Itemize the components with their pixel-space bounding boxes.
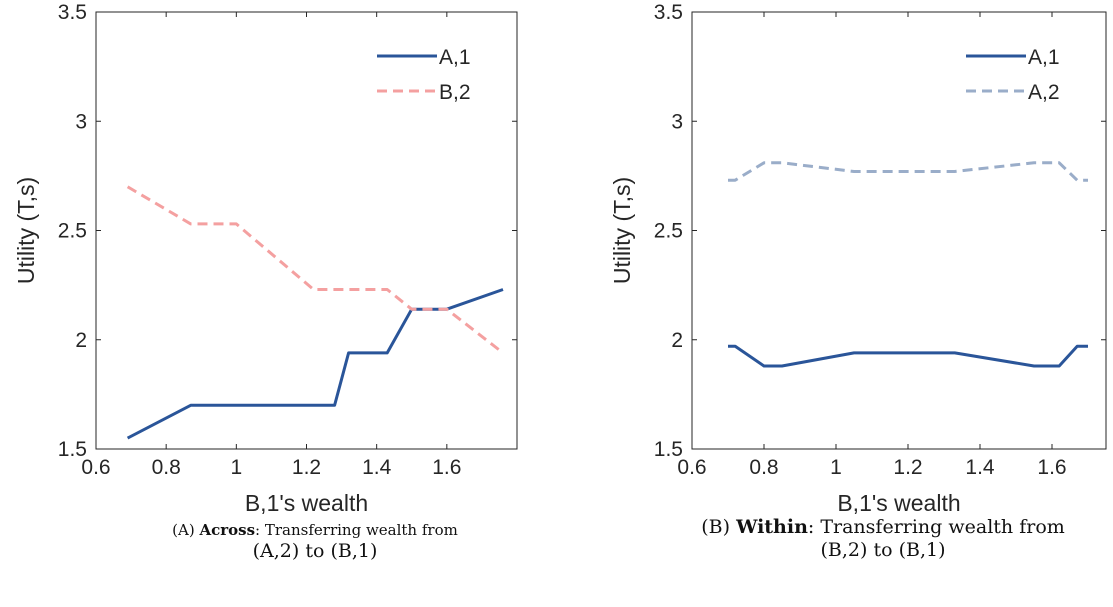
x-tick-label: 0.6 [81,456,110,479]
y-axis-label: Utility (T,s) [13,177,39,284]
x-tick-label: 1.6 [432,456,461,479]
legend-label: A,1 [439,46,471,69]
y-tick-label: 3 [671,110,683,133]
caption-b: (B) Within: Transferring wealth from (B,… [653,516,1113,564]
x-tick-label: 1.4 [362,456,392,479]
y-tick-label: 2.5 [654,220,683,243]
y-tick-label: 1.5 [58,438,87,461]
x-tick-label: 1.4 [965,456,995,479]
caption-b-line2: (B,2) to (B,1) [820,539,946,561]
series-line-a-2 [728,161,1088,182]
x-axis-label: B,1's wealth [837,490,960,516]
caption-b-label: (B) [701,516,731,538]
plot-area-frame [691,11,1107,450]
y-tick-label: 3.5 [58,1,87,24]
caption-a-line2: (A,2) to (B,1) [252,540,378,562]
plot-area-frame [95,11,518,450]
chart-panel-b: 0.6 0.8 1 1.2 1.4 1.6 1.5 2 2.5 3 3.5 B,1's wealth U… [609,1,1107,516]
y-axis-label: Utility (T,s) [609,177,635,284]
y-tick-label: 3.5 [654,1,683,24]
x-tick-label: 1 [830,456,842,479]
y-tick-label: 3 [75,110,87,133]
legend-label: A,1 [1028,46,1060,69]
x-tick-label: 0.8 [152,456,181,479]
caption-a-rest: : Transferring wealth from [255,521,458,539]
x-tick-label: 1.6 [1037,456,1066,479]
caption-a: (A) Across: Transferring wealth from (A,… [100,521,530,565]
x-tick-label: 0.8 [749,456,778,479]
legend-label: B,2 [439,81,471,104]
y-tick-label: 2 [671,329,683,352]
caption-a-label: (A) [172,521,195,539]
x-tick-label: 1.2 [292,456,321,479]
chart-panel-a: 0.6 0.8 1 1.2 1.4 1.6 1.5 2 2.5 3 3.5 B,1's wealth U… [13,1,518,516]
series-line-a-1 [728,344,1088,368]
caption-b-bold: Within [736,516,808,538]
y-tick-label: 2 [75,329,87,352]
x-axis-label: B,1's wealth [245,490,368,516]
series-line-b-2 [126,185,504,355]
y-tick-label: 1.5 [654,438,683,461]
series-line-a-1 [126,288,504,440]
caption-a-bold: Across [199,521,256,539]
legend-label: A,2 [1028,81,1060,104]
x-tick-label: 0.6 [677,456,706,479]
x-tick-label: 1 [230,456,242,479]
x-tick-label: 1.2 [893,456,922,479]
caption-b-rest: : Transferring wealth from [807,516,1065,538]
y-tick-label: 2.5 [58,220,87,243]
